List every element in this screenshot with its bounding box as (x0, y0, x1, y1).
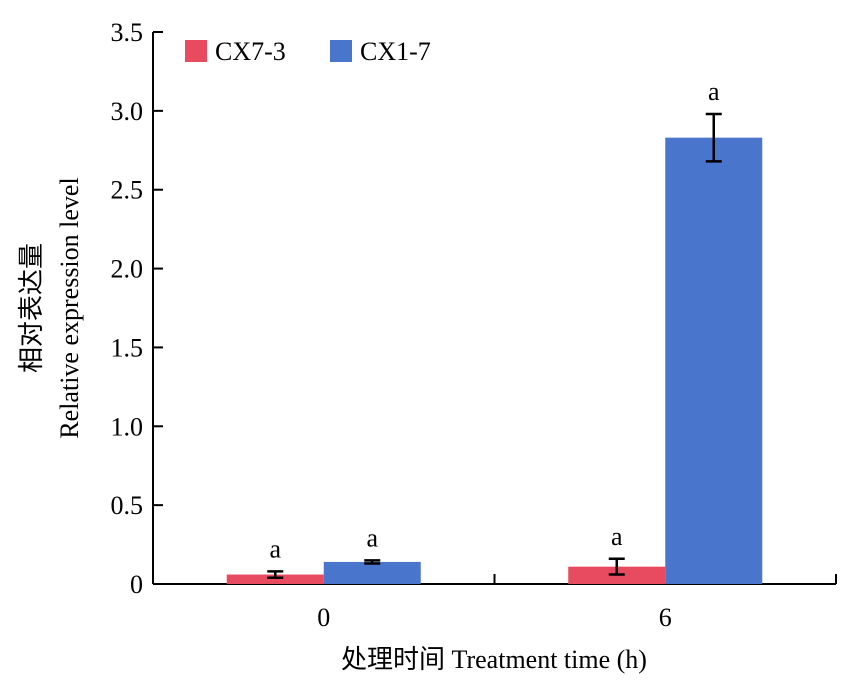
legend-label-cx1-7: CX1-7 (360, 37, 431, 66)
significance-label: a (708, 77, 720, 106)
y-axis-ticks: 0 0.5 1.0 1.5 2.0 2.5 3.0 3.5 (111, 18, 163, 599)
y-tick-label: 0.5 (111, 491, 144, 520)
significance-label: a (366, 523, 378, 552)
y-tick-label: 2.0 (111, 255, 144, 284)
y-tick-label: 1.5 (111, 333, 144, 362)
x-axis-title: 处理时间 Treatment time (h) (341, 645, 647, 674)
x-tick-label: 6 (659, 603, 672, 632)
legend-swatch-cx7-3 (185, 40, 207, 62)
legend-swatch-cx1-7 (330, 40, 352, 62)
y-tick-label: 0 (130, 570, 143, 599)
bar-cx1-7-6 (665, 137, 763, 584)
bars: a a a a (226, 77, 763, 584)
y-tick-label: 3.0 (111, 97, 144, 126)
legend-label-cx7-3: CX7-3 (215, 37, 286, 66)
y-tick-label: 1.0 (111, 412, 144, 441)
y-axis-title-english: Relative expression level (55, 177, 84, 438)
bar-cx1-7-0 (323, 561, 421, 584)
significance-label: a (269, 534, 281, 563)
legend: CX7-3 CX1-7 (185, 37, 431, 66)
y-tick-label: 3.5 (111, 18, 144, 47)
bar-cx7-3-0 (226, 574, 324, 584)
x-tick-label: 0 (317, 603, 330, 632)
y-tick-label: 2.5 (111, 176, 144, 205)
y-axis-title-chinese: 相对表达量 (17, 243, 46, 373)
significance-label: a (611, 522, 623, 551)
